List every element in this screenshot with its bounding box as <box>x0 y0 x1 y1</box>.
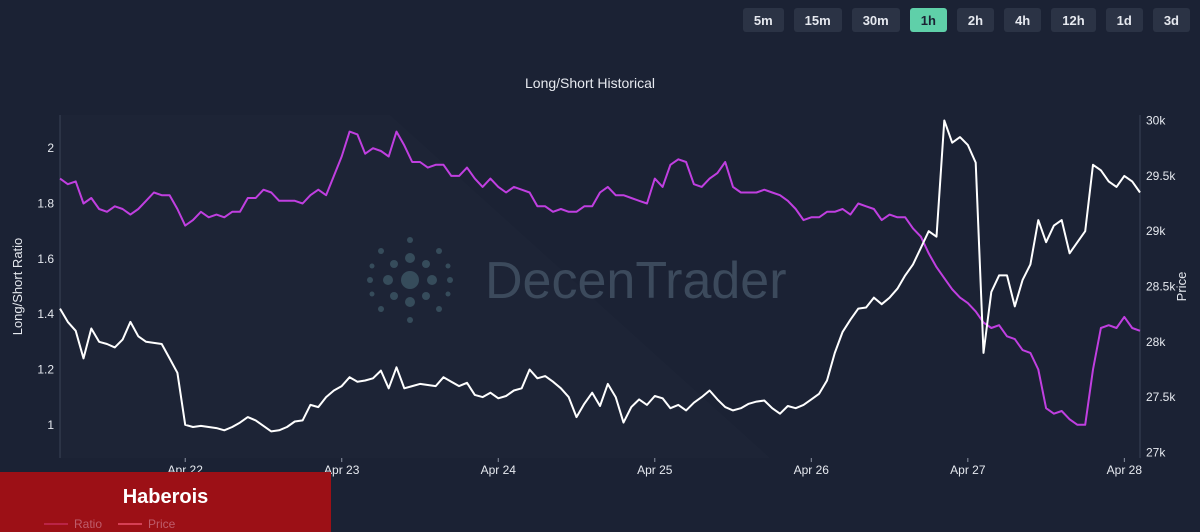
watermark-dot <box>422 292 430 300</box>
x-tick-label: Apr 25 <box>637 463 673 477</box>
legend-swatch <box>118 523 143 525</box>
y2-tick-label: 29k <box>1146 224 1166 238</box>
watermark-dot <box>390 260 398 268</box>
timeframe-button-4h[interactable]: 4h <box>1004 8 1042 32</box>
watermark-dot <box>427 275 437 285</box>
timeframe-button-15m[interactable]: 15m <box>793 8 842 32</box>
watermark-dot <box>378 248 384 254</box>
y-tick-label: 1 <box>47 418 54 432</box>
y2-tick-label: 28k <box>1146 335 1166 349</box>
timeframe-button-5m[interactable]: 5m <box>742 8 784 32</box>
y2-tick-label: 29.5k <box>1146 169 1176 183</box>
chart-title: Long/Short Historical <box>525 75 655 91</box>
y2-tick-label: 28.5k <box>1146 280 1176 294</box>
watermark-dot <box>378 306 384 312</box>
watermark-dot <box>445 291 451 297</box>
y2-tick-label: 27k <box>1146 445 1166 459</box>
watermark-dot <box>383 275 393 285</box>
watermark-dot <box>407 317 413 323</box>
watermark-dot <box>369 263 375 269</box>
y-tick-label: 1.8 <box>37 197 54 211</box>
chart-legend: Ratio Price <box>44 517 175 531</box>
timeframe-button-30m[interactable]: 30m <box>851 8 900 32</box>
x-tick-label: Apr 27 <box>950 463 986 477</box>
series-line-ratio <box>59 130 1141 426</box>
watermark-dot <box>445 263 451 269</box>
x-tick-label: Apr 26 <box>794 463 830 477</box>
timeframe-button-3d[interactable]: 3d <box>1152 8 1190 32</box>
company-name: Haberois <box>122 486 209 508</box>
watermark-dot <box>436 306 442 312</box>
legend-label: Price <box>148 517 176 531</box>
timeframe-button-12h[interactable]: 12h <box>1051 8 1096 32</box>
watermark-dot <box>405 297 415 307</box>
y2-tick-label: 27.5k <box>1146 390 1176 404</box>
series-line-price <box>59 119 1141 433</box>
watermark-dot <box>422 260 430 268</box>
y-axis-title: Long/Short Ratio <box>10 238 25 336</box>
watermark-dot <box>369 291 375 297</box>
watermark-dot <box>447 277 453 283</box>
legend-item-price[interactable]: Price <box>118 517 175 531</box>
timeframe-button-1h[interactable]: 1h <box>909 8 947 32</box>
watermark-dot <box>367 277 373 283</box>
watermark-dot <box>390 292 398 300</box>
y-tick-label: 1.6 <box>37 252 54 266</box>
y2-axis-title: Price <box>1174 272 1189 302</box>
legend-item-ratio[interactable]: Ratio <box>44 517 102 531</box>
timeframe-button-1d[interactable]: 1d <box>1105 8 1143 32</box>
timeframe-selector: 5m 15m 30m 1h 2h 4h 12h 1d 3d <box>742 8 1190 32</box>
watermark-dot <box>405 253 415 263</box>
y-tick-label: 1.2 <box>37 362 54 376</box>
company-banner: Haberois <box>0 472 331 532</box>
legend-label: Ratio <box>74 517 103 531</box>
watermark-text: DecenTrader <box>485 252 787 310</box>
watermark-logo <box>367 237 453 323</box>
x-tick-label: Apr 28 <box>1107 463 1143 477</box>
legend-swatch <box>44 523 68 525</box>
y-tick-label: 2 <box>47 141 54 155</box>
x-tick-label: Apr 23 <box>324 463 360 477</box>
watermark-dot <box>401 271 419 289</box>
y2-tick-label: 30k <box>1146 114 1166 128</box>
watermark-dot <box>407 237 413 243</box>
timeframe-button-2h[interactable]: 2h <box>956 8 995 32</box>
y-tick-label: 1.4 <box>37 307 54 321</box>
x-tick-label: Apr 24 <box>481 463 517 477</box>
watermark-dot <box>436 248 442 254</box>
